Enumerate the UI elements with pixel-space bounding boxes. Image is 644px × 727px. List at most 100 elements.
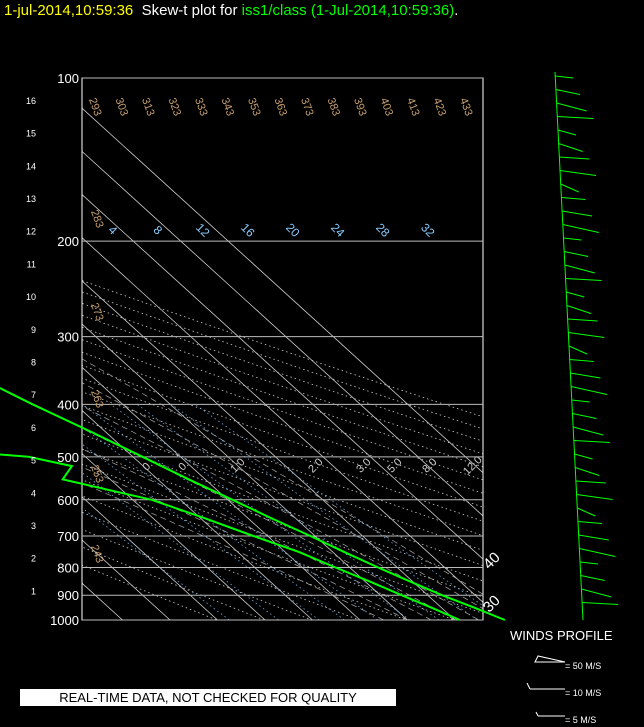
wind-barb: [566, 305, 592, 314]
wind-barb: [560, 183, 579, 193]
dry-adiabat-label: 323: [166, 96, 184, 117]
isotherm-line: [82, 237, 483, 603]
wind-barb: [557, 116, 594, 119]
wind-barb: [565, 278, 602, 281]
dry-adiabat-label: 263: [88, 388, 106, 409]
dry-adiabat-line: [82, 364, 483, 508]
height-km-tick-label: 7: [31, 390, 36, 400]
wind-barb: [567, 318, 598, 322]
dry-adiabat-label: 273: [88, 301, 106, 322]
height-km-tick-label: 4: [31, 488, 36, 498]
wind-barb: [568, 345, 588, 355]
wind-barb: [573, 426, 604, 436]
isotherm-line: [82, 194, 483, 560]
wind-barb: [576, 494, 613, 500]
wind-barb: [582, 602, 619, 605]
mixing-ratio-label: 32: [418, 220, 438, 240]
wind-barb: [575, 480, 606, 484]
mixing-ratio-label: 28: [373, 220, 393, 240]
wind-barb: [570, 372, 601, 379]
pressure-tick-label: 1000: [50, 613, 79, 628]
mixing-ratio-label: 24: [328, 220, 348, 240]
dry-adiabat-label: 413: [404, 96, 422, 117]
wind-barb: [556, 102, 587, 112]
wind-barb: [579, 561, 599, 565]
isotherm-line: [82, 366, 361, 620]
dry-adiabat-label: 403: [378, 96, 396, 117]
height-km-tick-label: 14: [26, 161, 36, 171]
dry-adiabat-line: [82, 291, 483, 430]
pressure-tick-label: 300: [57, 330, 79, 345]
isotherm-line: [82, 280, 456, 620]
wind-barb: [577, 521, 603, 524]
wind-legend-50-symbol: [534, 655, 566, 663]
dry-adiabat-label: 293: [86, 96, 104, 117]
height-km-tick-label: 3: [31, 521, 36, 531]
dry-adiabat-label: 253: [88, 463, 106, 484]
height-km-tick-label: 16: [26, 96, 36, 106]
height-km-tick-label: 12: [26, 227, 36, 237]
isotherm-line: [82, 150, 483, 517]
dry-adiabat-label: 433: [457, 96, 475, 117]
moist-adiabat-line: [82, 428, 456, 620]
isotherm-line: [82, 107, 483, 474]
moist-adiabat-line: [82, 448, 432, 620]
wind-legend-10-symbol: [526, 682, 565, 690]
height-km-tick-label: 1: [31, 586, 36, 596]
page-title: 1-jul-2014,10:59:36 Skew-t plot for iss1…: [4, 2, 458, 19]
height-km-tick-label: 5: [31, 456, 36, 466]
wind-barb: [579, 548, 616, 557]
wind-barb: [559, 156, 590, 160]
height-km-tick-label: 6: [31, 423, 36, 433]
wind-barb: [573, 440, 610, 443]
mixing-ratio-label: 16: [238, 220, 258, 240]
dry-adiabat-label: 303: [113, 96, 131, 117]
quality-disclaimer: REAL-TIME DATA, NOT CHECKED FOR QUALITY: [20, 689, 396, 706]
isotherm-line: [82, 539, 171, 620]
wind-barb: [571, 399, 590, 403]
pressure-tick-label: 100: [57, 71, 79, 86]
mixing-ratio-label: 8: [151, 223, 166, 238]
wind-barb: [575, 467, 600, 476]
pressure-tick-label: 200: [57, 234, 79, 249]
wind-legend-5-symbol: [535, 711, 565, 717]
wind-barb: [566, 291, 585, 298]
height-km-tick-label: 9: [31, 325, 36, 335]
temperature-profile-line: [0, 387, 506, 621]
title-datetime: 1-jul-2014,10:59:36: [4, 2, 134, 19]
wind-barb: [557, 129, 577, 136]
dry-adiabat-line: [82, 433, 483, 582]
wind-barb: [559, 170, 597, 176]
wind-barb: [562, 210, 593, 217]
dry-adiabat-label: 343: [219, 96, 237, 117]
wind-barb: [577, 507, 596, 517]
mixing-ratio-lower-label: 0.: [140, 458, 155, 473]
pressure-tick-label: 500: [57, 450, 79, 465]
wind-legend-10: = 10 M/S: [565, 688, 602, 698]
winds-profile-title: WINDS PROFILE: [510, 628, 613, 643]
dry-adiabat-label: 283: [88, 208, 106, 229]
pressure-tick-label: 400: [57, 397, 79, 412]
title-end: .: [454, 2, 459, 19]
wind-barb: [564, 264, 595, 274]
dry-adiabat-label: 353: [245, 96, 263, 117]
dewpoint-profile-line: [0, 453, 461, 621]
dry-adiabat-label: 243: [88, 543, 106, 564]
pressure-tick-label: 600: [57, 493, 79, 508]
wind-barb: [572, 413, 597, 419]
mixing-ratio-label: 20: [283, 220, 303, 240]
height-km-tick-label: 10: [26, 292, 36, 302]
moist-adiabat-line: [82, 466, 408, 620]
wind-barb: [581, 588, 612, 598]
wind-legend-5: = 5 M/S: [565, 715, 597, 725]
dry-adiabat-label: 333: [192, 96, 210, 117]
isotherm-line: [82, 496, 218, 620]
dry-adiabat-line: [82, 463, 483, 614]
isotherm-line: [0, 78, 28, 620]
height-km-tick-label: 15: [26, 129, 36, 139]
wind-barb: [564, 251, 589, 257]
wind-barb: [578, 534, 609, 541]
wind-barb: [568, 332, 605, 338]
title-station: iss1/class (1-Jul-2014,10:59:36): [241, 2, 455, 19]
